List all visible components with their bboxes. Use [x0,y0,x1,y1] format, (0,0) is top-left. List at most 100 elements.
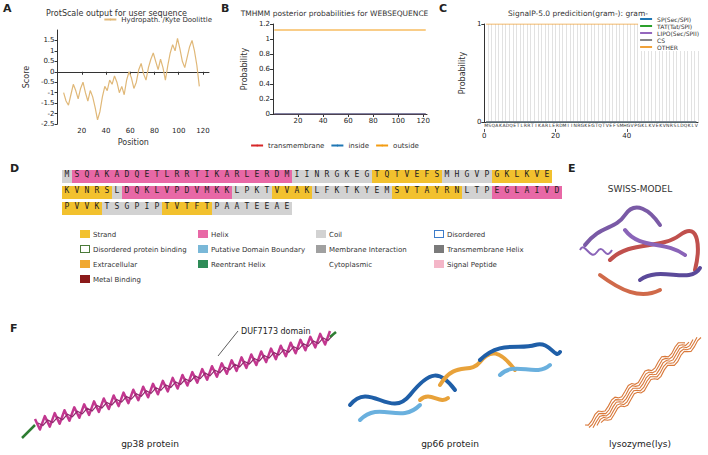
svg-text:Probability: Probability [458,52,467,95]
html-text:Q: Q [134,170,140,179]
svg-text:-2.5: -2.5 [41,120,55,128]
html-text:Q: Q [84,170,90,179]
svg-text:OTHER: OTHER [657,44,678,51]
svg-text:0: 0 [50,68,54,76]
svg-text:lysozyme(lys): lysozyme(lys) [609,439,671,449]
svg-text:0.5: 0.5 [43,57,54,65]
svg-text:80: 80 [150,127,159,135]
svg-text:1: 1 [477,20,481,28]
html-text:Disordered: Disordered [447,231,486,239]
svg-text:SWISS-MODEL: SWISS-MODEL [608,184,672,194]
svg-text:R: R [670,123,673,128]
svg-text:DUF7173 domain: DUF7173 domain [241,327,310,336]
svg-text:0.8: 0.8 [259,50,270,58]
svg-text:0: 0 [266,110,270,118]
svg-text:1: 1 [50,47,54,55]
svg-text:120: 120 [417,117,430,125]
html-text:A: A [94,170,100,179]
svg-text:60: 60 [344,117,353,125]
html-text:Transmembrane Helix: Transmembrane Helix [447,246,524,254]
svg-text:R: R [545,123,548,128]
svg-text:100: 100 [172,127,185,135]
html-text:S: S [74,170,80,179]
html-text:Membrane Interaction: Membrane Interaction [329,246,407,254]
html-text:Strand: Strand [93,231,117,239]
svg-text:-2: -2 [48,110,55,118]
html-text:Metal Binding: Metal Binding [93,276,141,284]
svg-text:-1.5: -1.5 [41,99,55,107]
svg-text:E: E [609,123,612,128]
svg-text:Position: Position [118,138,149,147]
html-text:Cytoplasmic: Cytoplasmic [329,261,372,269]
svg-text:40: 40 [622,132,631,140]
svg-text:outside: outside [393,142,419,150]
html-text:Coil: Coil [329,231,343,239]
svg-text:Hydropath. /Kyte Doolittle: Hydropath. /Kyte Doolittle [121,15,212,24]
html-text:Reentrant Helix: Reentrant Helix [211,261,266,269]
svg-text:20: 20 [77,127,86,135]
html-text:Signal Peptide: Signal Peptide [447,261,497,269]
svg-text:40: 40 [102,127,111,135]
svg-text:LIPO(Sec/SPII): LIPO(Sec/SPII) [657,30,699,37]
html-text:C: C [439,2,448,15]
html-text:R: R [184,170,190,179]
svg-text:M: M [563,123,567,128]
svg-text:0.2: 0.2 [259,95,270,103]
html-text:A: A [3,2,12,15]
html-text:F: F [10,322,18,335]
svg-text:120: 120 [196,127,209,135]
svg-text:TAT(Tat/SPI): TAT(Tat/SPI) [656,23,692,30]
html-text:R: R [174,170,180,179]
svg-text:inside: inside [348,142,369,150]
html-text:E: E [144,170,150,179]
svg-text:V: V [695,123,699,128]
svg-text:T: T [516,123,520,128]
svg-text:T: T [601,123,605,128]
svg-text:I: I [571,123,572,128]
html-text:D: D [10,162,20,175]
svg-text:T: T [530,123,534,128]
svg-text:60: 60 [126,127,135,135]
svg-text:gp66 protein: gp66 protein [421,439,479,449]
svg-text:-1: -1 [48,89,55,97]
html-text:D: D [124,170,130,179]
svg-text:0: 0 [482,132,486,140]
svg-text:0.4: 0.4 [259,80,271,88]
html-text:Helix: Helix [211,231,229,239]
svg-text:1.2: 1.2 [259,20,270,28]
svg-text:40: 40 [319,117,328,125]
svg-text:Score: Score [22,66,31,88]
svg-text:100: 100 [392,117,405,125]
svg-text:20: 20 [551,132,560,140]
svg-text:80: 80 [369,117,378,125]
html-text:K: K [104,170,110,179]
svg-text:ProtScale output for user sequ: ProtScale output for user sequence [46,9,187,18]
html-text:M: M [64,170,70,179]
svg-text:0: 0 [477,118,481,126]
html-text:B: B [221,2,230,15]
html-text:E: E [568,162,576,175]
svg-text:TMHMM posterior probabilities: TMHMM posterior probabilities for WEBSEQ… [240,9,429,18]
svg-text:CS: CS [657,37,665,44]
svg-text:gp38 protein: gp38 protein [121,439,179,449]
html-text:L: L [164,170,170,179]
svg-text:E: E [513,123,516,128]
svg-text:R: R [527,123,530,128]
html-text:Extracellular: Extracellular [93,261,138,269]
svg-text:0.6: 0.6 [259,65,271,73]
svg-text:I: I [567,123,568,128]
html-text:T: T [154,170,160,179]
svg-text:20: 20 [294,117,303,125]
html-text:Putative Domain Boundary: Putative Domain Boundary [211,246,305,254]
svg-text:SignalP-5.0 predicition(gram-): SignalP-5.0 predicition(gram-): gram- [508,9,648,18]
svg-text:1.5: 1.5 [43,36,54,44]
html-text:Disordered protein binding: Disordered protein binding [93,246,187,254]
svg-text:-0.5: -0.5 [41,78,55,86]
svg-text:SP(Sec/SPI): SP(Sec/SPI) [657,16,691,23]
svg-text:transmembrane: transmembrane [268,142,324,150]
svg-text:Probability: Probability [240,48,249,91]
svg-text:1: 1 [266,35,270,43]
svg-text:I: I [535,123,536,128]
svg-text:S: S [673,123,676,128]
html-text:A: A [114,170,120,179]
